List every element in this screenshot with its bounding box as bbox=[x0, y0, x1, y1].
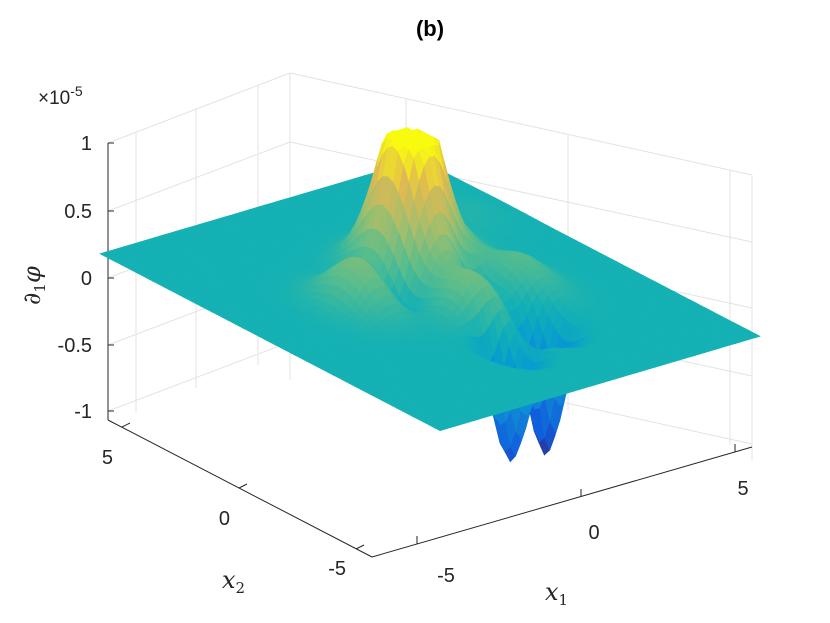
z-tick-label: -1 bbox=[74, 401, 92, 423]
z-ticks: 1 0.5 0 -0.5 -1 bbox=[58, 133, 114, 423]
x1-tick-label: 0 bbox=[588, 522, 599, 544]
x2-axis-label: x2 bbox=[222, 566, 245, 597]
z-tick-label: 0 bbox=[81, 268, 92, 290]
x1-ticks: -5 0 5 bbox=[416, 444, 749, 587]
x2-tick-label: -5 bbox=[328, 558, 346, 580]
z-tick-label: 1 bbox=[81, 133, 92, 155]
z-tick-label: 0.5 bbox=[64, 201, 92, 223]
surface-patch bbox=[748, 333, 761, 339]
x2-tick-label: 5 bbox=[102, 447, 113, 469]
axes-lines bbox=[107, 143, 753, 558]
surface-plot bbox=[99, 127, 761, 463]
z-exponent: ×10-5 bbox=[38, 83, 83, 109]
x1-axis-label: x1 bbox=[545, 578, 568, 609]
x1-tick-label: -5 bbox=[437, 565, 455, 587]
z-axis-label: ∂1φ bbox=[18, 266, 49, 305]
chart-title: (b) bbox=[416, 16, 444, 41]
x1-tick-label: 5 bbox=[737, 478, 748, 500]
x2-ticks: 5 0 -5 bbox=[102, 422, 365, 580]
x2-tick-label: 0 bbox=[219, 508, 230, 530]
z-tick-label: -0.5 bbox=[58, 335, 92, 357]
